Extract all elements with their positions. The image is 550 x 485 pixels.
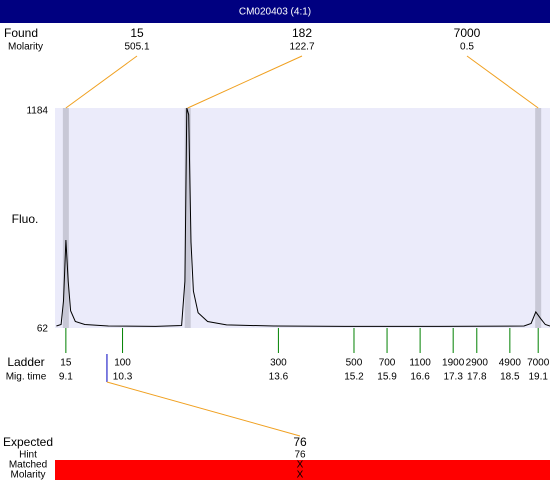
peak-band — [184, 108, 191, 328]
ladder-size: 100 — [114, 358, 131, 369]
hint-value: 76 — [294, 450, 306, 461]
expected-value: 76 — [293, 435, 307, 449]
found-molarity: 122.7 — [289, 42, 314, 53]
ladder-size: 700 — [379, 358, 396, 369]
matched-value: X — [297, 460, 304, 471]
ladder-size: 4900 — [499, 358, 522, 369]
found-connector — [65, 55, 138, 109]
matched-label: Matched — [9, 460, 47, 471]
ladder-time: 17.3 — [443, 372, 463, 383]
ladder-sublabel: Mig. time — [6, 372, 47, 383]
ladder-label: Ladder — [7, 355, 44, 369]
y-tick-label: 1184 — [26, 106, 48, 117]
hint-label: Hint — [19, 450, 37, 461]
ladder-time: 17.8 — [467, 372, 487, 383]
found-molarity: 505.1 — [124, 42, 149, 53]
ladder-size: 1900 — [442, 358, 465, 369]
found-size: 182 — [292, 26, 312, 40]
ladder-size: 2900 — [466, 358, 489, 369]
ladder-time: 9.1 — [59, 372, 73, 383]
ladder-time: 19.1 — [528, 372, 548, 383]
y-axis-label: Fluo. — [12, 212, 39, 226]
found-connector — [466, 55, 539, 109]
expected-molarity: X — [297, 470, 304, 480]
ladder-time: 15.2 — [344, 372, 364, 383]
found-size: 15 — [130, 26, 144, 40]
found-size: 7000 — [454, 26, 481, 40]
ladder-size: 1100 — [409, 358, 431, 369]
ladder-time: 16.6 — [410, 372, 430, 383]
molarity-label: Molarity — [10, 470, 45, 480]
ladder-time: 15.9 — [377, 372, 397, 383]
peak-band — [535, 108, 542, 328]
found-molarity: 0.5 — [460, 42, 474, 53]
trace — [56, 107, 550, 327]
header-bar — [0, 0, 550, 23]
ladder-size: 7000 — [527, 358, 550, 369]
plot-area — [55, 108, 550, 328]
ladder-size: 300 — [270, 358, 287, 369]
title: CM020403 (4:1) — [239, 7, 311, 18]
found-label: Found — [4, 26, 38, 40]
ladder-time: 13.6 — [269, 372, 289, 383]
found-connector — [187, 55, 303, 109]
matched-bar — [55, 460, 550, 480]
peak-band — [62, 108, 69, 328]
ladder-time: 10.3 — [113, 372, 133, 383]
expected-connector — [106, 381, 301, 437]
ladder-size: 15 — [60, 358, 72, 369]
expected-label: Expected — [3, 435, 53, 449]
ladder-time: 18.5 — [500, 372, 520, 383]
ladder-size: 500 — [346, 358, 363, 369]
y-tick-label: 62 — [37, 324, 49, 335]
found-sublabel: Molarity — [8, 42, 43, 53]
